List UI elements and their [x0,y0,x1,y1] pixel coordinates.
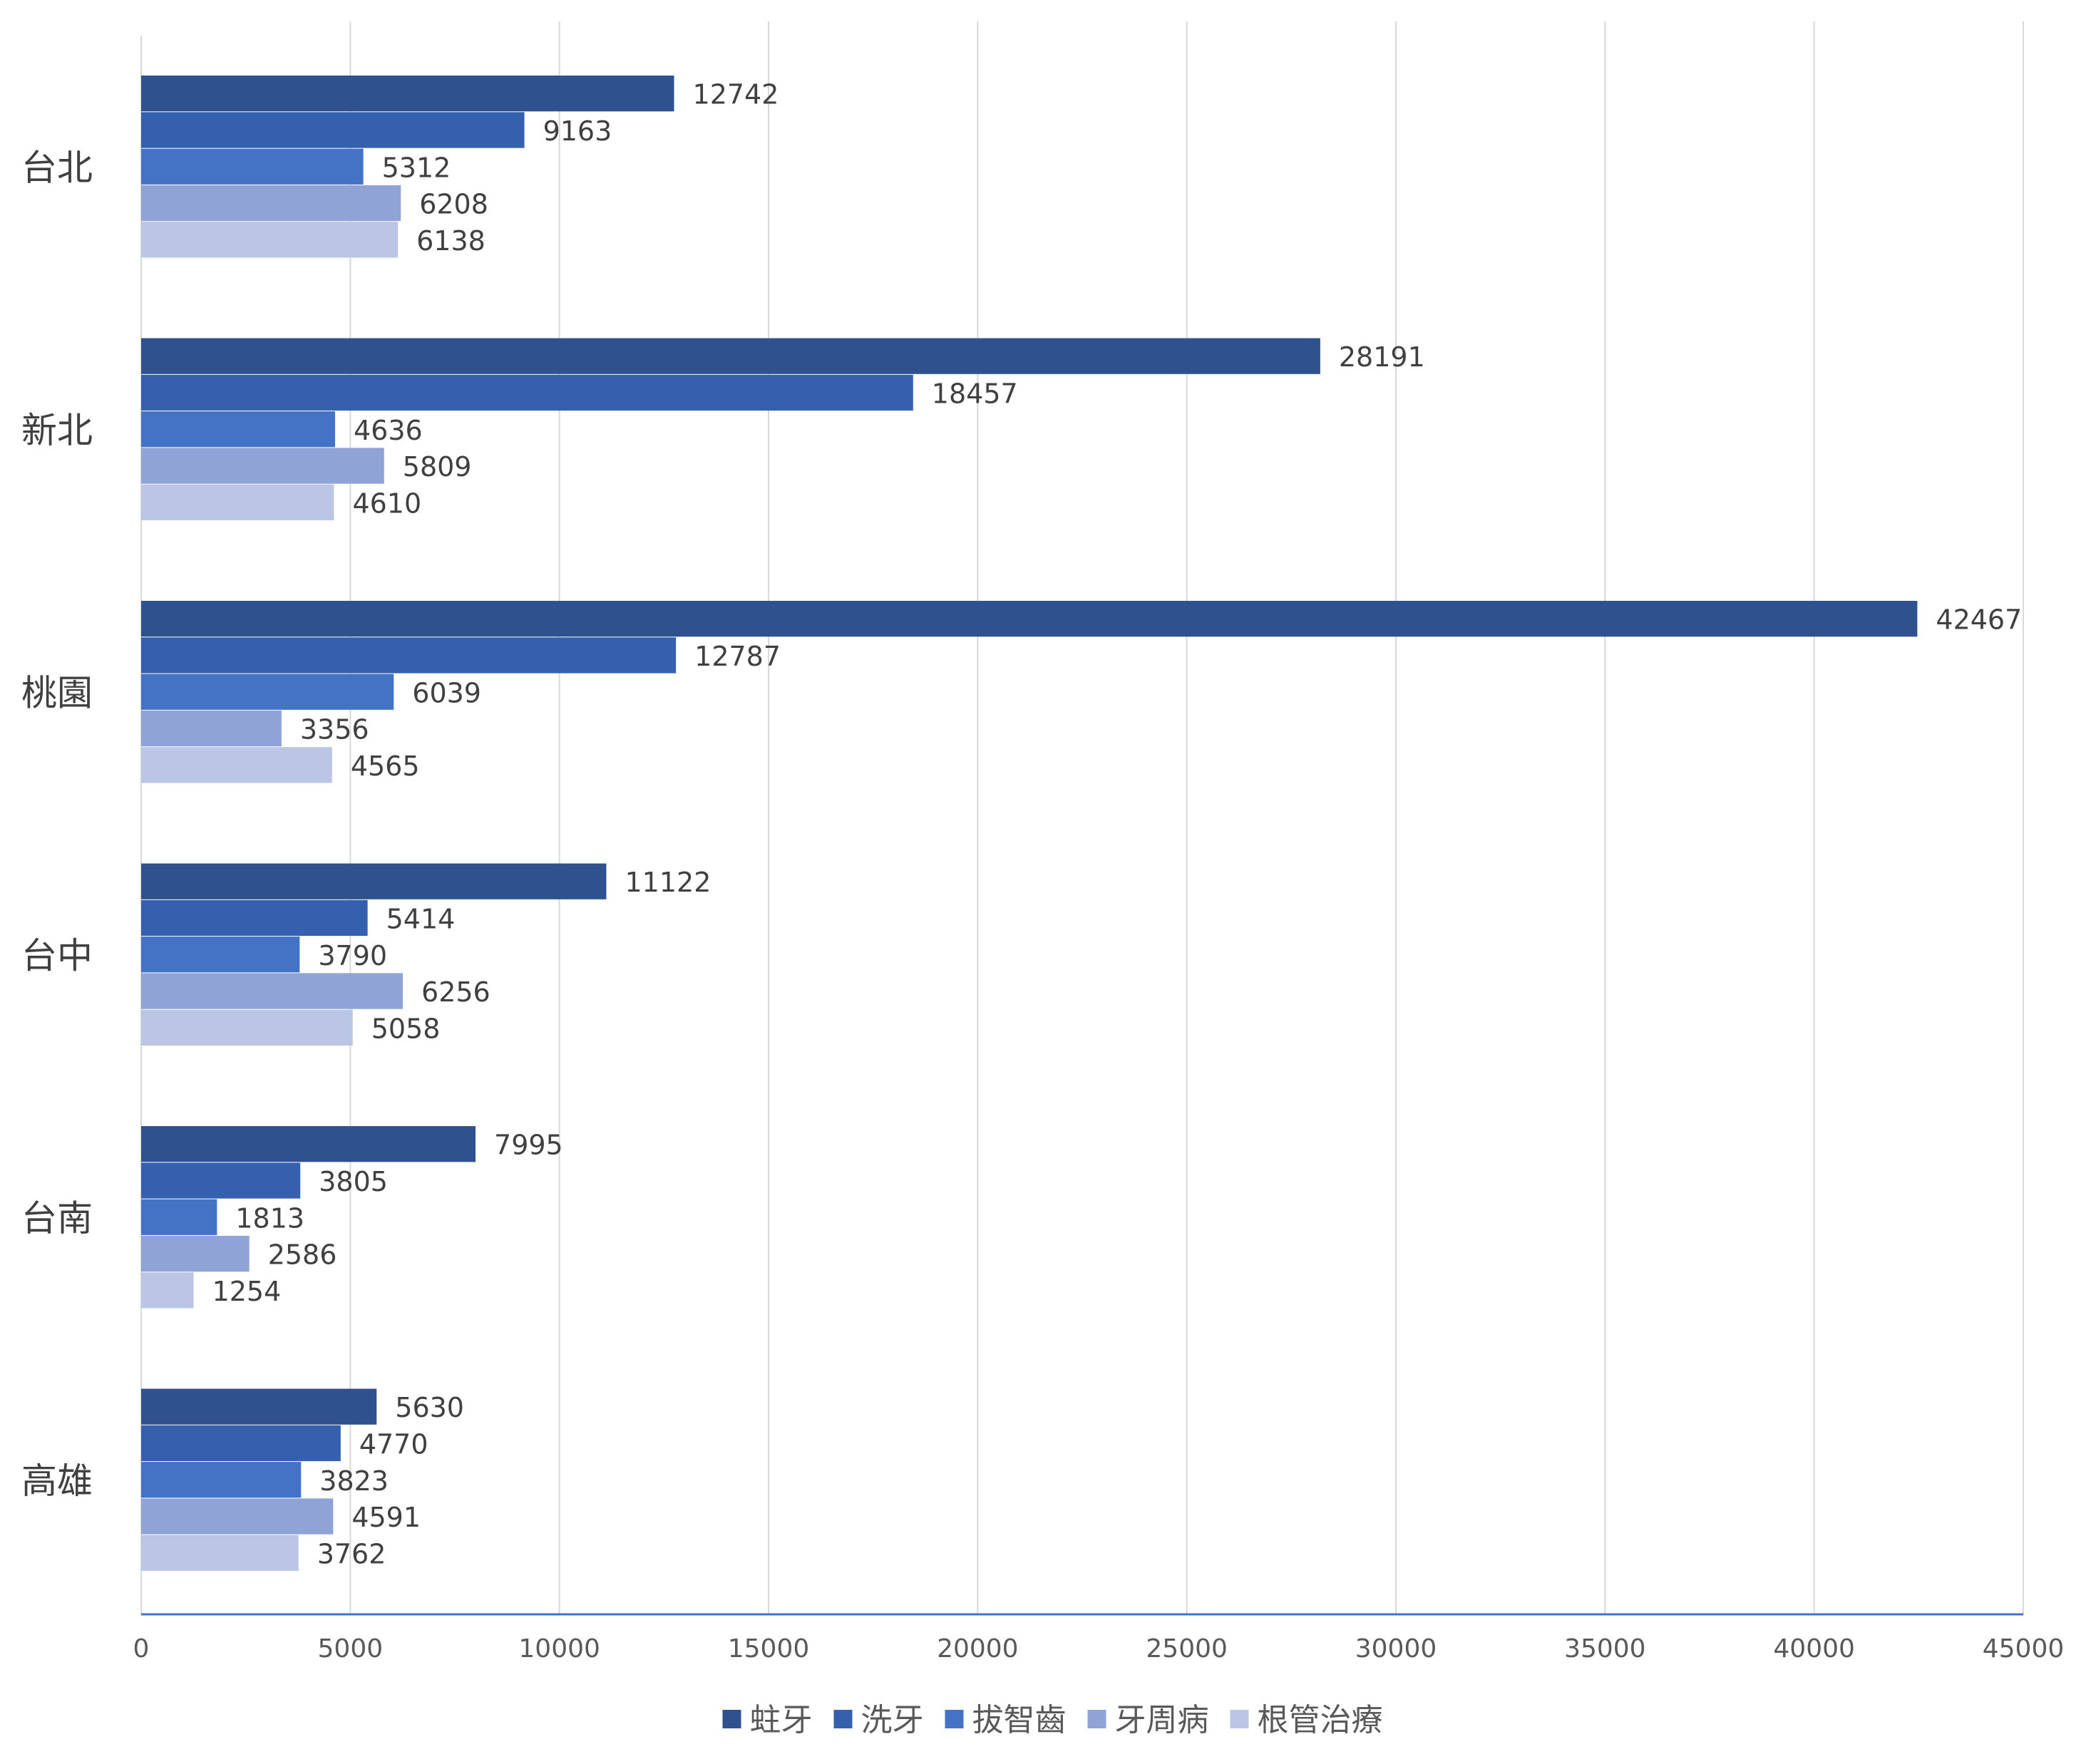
bar-3-4 [141,1235,250,1272]
bar-2-1 [141,411,335,448]
legend-swatch [722,1710,741,1728]
data-label: 12787 [694,641,781,672]
data-label: 3762 [317,1538,386,1569]
x-tick-label: 0 [133,1634,150,1664]
category-label: 台南 [21,1197,93,1239]
bar-2-2 [141,674,394,710]
category-label: 桃園 [21,672,93,713]
x-tick-label: 30000 [1355,1634,1437,1664]
bar-0-2 [141,601,1918,637]
bar-1-3 [141,899,368,937]
bar-4-5 [141,1535,299,1571]
bar-2-0 [141,148,364,185]
data-label: 7995 [494,1130,563,1161]
bar-3-2 [141,710,282,747]
bar-3-0 [141,185,401,222]
data-label: 3790 [318,940,387,971]
bar-3-1 [141,448,384,484]
category-label: 台中 [21,935,93,976]
data-label: 4770 [359,1428,428,1460]
bar-4-1 [141,484,334,520]
value-labels: 12742 9163 5312 6208 6138 28191 18457 4636 5809 4… [212,79,2023,1570]
data-label: 2586 [268,1239,337,1271]
legend-item-label[interactable]: 洗牙 [861,1702,924,1738]
x-tick-label: 35000 [1564,1634,1646,1664]
data-label: 4610 [352,488,421,519]
x-tick-label: 40000 [1773,1634,1855,1664]
data-label: 1254 [212,1276,282,1307]
data-label: 6256 [421,976,490,1008]
category-label: 新北 [21,410,93,451]
data-label: 11122 [625,867,711,898]
x-tick-label: 10000 [518,1634,600,1664]
category-label: 台北 [21,147,93,188]
data-label: 42467 [1936,604,2022,636]
category-label: 高雄 [21,1460,93,1502]
legend-swatch [945,1710,964,1728]
data-label: 3356 [300,714,369,746]
data-label: 5809 [403,451,472,483]
bar-1-2 [141,637,677,674]
data-label: 9163 [543,115,612,147]
gridlines [140,21,2024,1614]
bar-3-3 [141,973,404,1009]
x-tick-label: 15000 [728,1634,810,1664]
legend-swatch [1087,1710,1106,1728]
data-label: 5312 [382,152,451,183]
x-tick-label: 25000 [1146,1634,1228,1664]
bar-4-3 [141,1009,353,1046]
bar-0-5 [141,1388,377,1425]
x-tick-label: 45000 [1983,1634,2065,1664]
x-tick-label: 20000 [937,1634,1019,1664]
data-label: 4636 [354,415,423,446]
bar-4-2 [141,747,332,783]
bar-0-3 [141,863,607,899]
legend-item-label[interactable]: 根管治療 [1258,1702,1383,1738]
legend-swatch [1230,1710,1249,1728]
bar-1-0 [141,112,525,148]
data-label: 4565 [351,751,420,782]
data-label: 6208 [419,189,488,220]
x-tick-label: 5000 [318,1634,384,1664]
bar-0-4 [141,1126,476,1162]
data-label: 18457 [932,378,1018,409]
data-label: 6138 [416,225,485,257]
data-label: 28191 [1339,341,1425,373]
x-axis-tick-labels: 0 5000 10000 15000 20000 25000 30000 35000 40000… [133,1634,2065,1664]
bar-1-5 [141,1425,341,1462]
bar-2-5 [141,1462,302,1498]
data-label: 4591 [351,1502,421,1533]
bar-1-1 [141,374,913,411]
data-label: 1813 [235,1202,304,1234]
bar-0-0 [141,76,674,112]
bar-2-3 [141,937,300,973]
data-label: 5630 [395,1392,464,1423]
bar-0-1 [141,338,1320,374]
bar-4-0 [141,222,399,258]
bar-4-4 [141,1272,194,1309]
legend[interactable]: 蛀牙 洗牙 拔智齒 牙周病 根管治療 [722,1702,1383,1738]
legend-item-label[interactable]: 蛀牙 [750,1702,813,1738]
bar-1-4 [141,1162,301,1199]
data-label: 3805 [319,1166,388,1197]
data-label: 5414 [386,903,456,934]
legend-swatch [833,1710,853,1728]
data-label: 12742 [693,79,779,110]
bar-2-4 [141,1199,217,1235]
data-label: 6039 [412,677,481,708]
bar-3-5 [141,1498,334,1535]
legend-item-label[interactable]: 拔智齒 [972,1702,1067,1738]
data-label: 3823 [319,1465,389,1497]
bars [141,76,1918,1571]
data-label: 5058 [371,1013,441,1044]
legend-item-label[interactable]: 牙周病 [1115,1702,1209,1738]
